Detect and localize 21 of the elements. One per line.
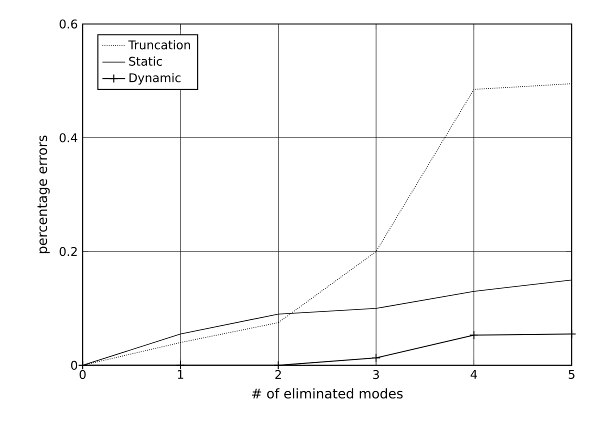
legend-label: Dynamic xyxy=(130,73,181,85)
point xyxy=(567,329,576,339)
x-tick-label: 2 xyxy=(275,370,281,379)
point xyxy=(372,353,381,362)
x-tick-label: 3 xyxy=(373,370,379,380)
y-tick-label: 0 xyxy=(71,360,78,370)
x-tick-label: 4 xyxy=(470,370,478,379)
x-tick-label: 5 xyxy=(568,370,574,379)
point xyxy=(274,360,283,370)
point xyxy=(176,360,185,370)
y-tick-label: 0.4 xyxy=(60,133,78,142)
y-axis-title: percentage errors xyxy=(38,136,50,254)
legend-label: Truncation xyxy=(128,40,190,50)
x-tick-label: 1 xyxy=(178,370,184,379)
y-tick-label: 0.6 xyxy=(60,19,78,29)
y-tick-label: 0.2 xyxy=(60,247,77,256)
x-tick-label: 0 xyxy=(80,370,86,380)
legend-label: Static xyxy=(129,56,162,66)
point xyxy=(469,330,478,340)
point xyxy=(78,360,88,370)
x-axis-title: # of eliminated modes xyxy=(252,388,403,399)
